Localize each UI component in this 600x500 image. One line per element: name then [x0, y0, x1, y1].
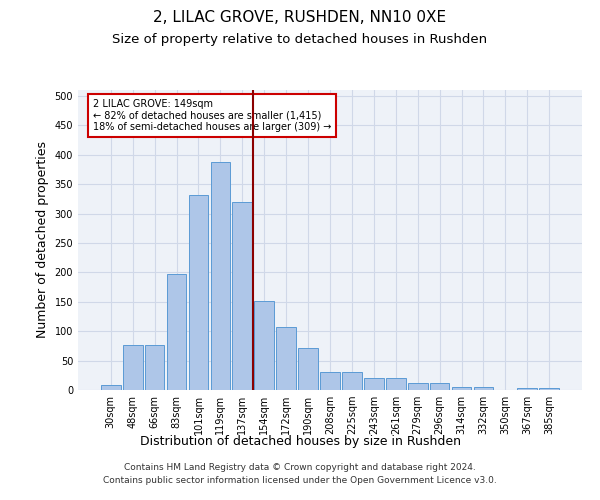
Text: Distribution of detached houses by size in Rushden: Distribution of detached houses by size … — [139, 435, 461, 448]
Bar — [320, 372, 340, 390]
Y-axis label: Number of detached properties: Number of detached properties — [36, 142, 49, 338]
Bar — [123, 344, 143, 390]
Bar — [386, 378, 406, 390]
Bar — [408, 383, 428, 390]
Bar — [342, 372, 362, 390]
Text: Contains HM Land Registry data © Crown copyright and database right 2024.
Contai: Contains HM Land Registry data © Crown c… — [103, 464, 497, 485]
Bar — [211, 162, 230, 390]
Bar — [298, 348, 318, 390]
Bar — [539, 388, 559, 390]
Bar — [145, 344, 164, 390]
Text: 2, LILAC GROVE, RUSHDEN, NN10 0XE: 2, LILAC GROVE, RUSHDEN, NN10 0XE — [154, 10, 446, 25]
Bar — [517, 388, 537, 390]
Bar — [364, 378, 384, 390]
Text: Size of property relative to detached houses in Rushden: Size of property relative to detached ho… — [112, 32, 488, 46]
Bar — [452, 387, 472, 390]
Bar — [276, 327, 296, 390]
Bar — [254, 301, 274, 390]
Bar — [473, 387, 493, 390]
Bar — [188, 194, 208, 390]
Bar — [430, 383, 449, 390]
Bar — [232, 202, 252, 390]
Bar — [167, 274, 187, 390]
Bar — [101, 384, 121, 390]
Text: 2 LILAC GROVE: 149sqm
← 82% of detached houses are smaller (1,415)
18% of semi-d: 2 LILAC GROVE: 149sqm ← 82% of detached … — [93, 99, 331, 132]
